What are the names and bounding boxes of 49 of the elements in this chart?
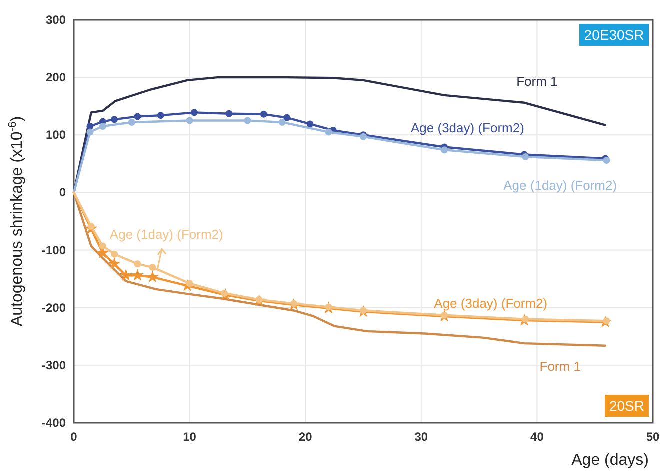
point — [441, 146, 448, 154]
point — [522, 154, 530, 161]
point — [111, 250, 118, 258]
point — [284, 114, 291, 122]
series-label: Form 1 — [516, 74, 558, 90]
series-label: Age (1day) (Form2) — [504, 178, 618, 193]
y-tick-label: -100 — [42, 243, 66, 258]
point — [146, 270, 160, 283]
point — [260, 110, 268, 118]
y-tick-label: -200 — [42, 300, 66, 315]
x-axis-title: Age (days) — [572, 452, 649, 469]
point — [99, 123, 106, 130]
x-tick-label: 10 — [183, 430, 197, 444]
point — [149, 264, 156, 272]
x-tick-label: 20 — [298, 430, 313, 444]
y-tick-label: 0 — [59, 186, 66, 200]
point — [134, 260, 142, 268]
point — [128, 118, 136, 126]
point — [190, 109, 198, 116]
point — [325, 128, 332, 136]
y-tick-label: 300 — [46, 13, 66, 27]
point — [157, 112, 164, 120]
point — [99, 242, 106, 250]
point — [86, 128, 94, 136]
x-tick-label: 30 — [414, 430, 428, 444]
x-tick-label: 50 — [646, 430, 660, 444]
y-tick-label: -300 — [42, 358, 66, 372]
point — [226, 110, 233, 118]
series-label: Age (3day) (Form2) — [411, 120, 524, 136]
y-tick-label: -400 — [42, 416, 66, 430]
point — [108, 257, 121, 270]
series-label: Age (3day) (Form2) — [434, 296, 548, 311]
point — [134, 113, 142, 120]
series-label: Age (1day) (Form2) — [110, 226, 224, 242]
point — [111, 116, 118, 124]
point — [306, 120, 314, 128]
x-tick-label: 0 — [70, 430, 78, 444]
y-tick-label: 200 — [46, 70, 66, 85]
point — [120, 268, 132, 282]
annotation: 20E30SR — [584, 27, 644, 43]
y-tick-label: 100 — [46, 128, 66, 142]
x-tick-label: 40 — [530, 430, 544, 444]
point — [278, 118, 286, 126]
series-label: Form 1 — [540, 359, 581, 374]
annotation: 20SR — [609, 398, 645, 414]
point — [86, 123, 94, 130]
point — [186, 117, 194, 124]
point — [244, 117, 252, 124]
point — [131, 268, 144, 282]
